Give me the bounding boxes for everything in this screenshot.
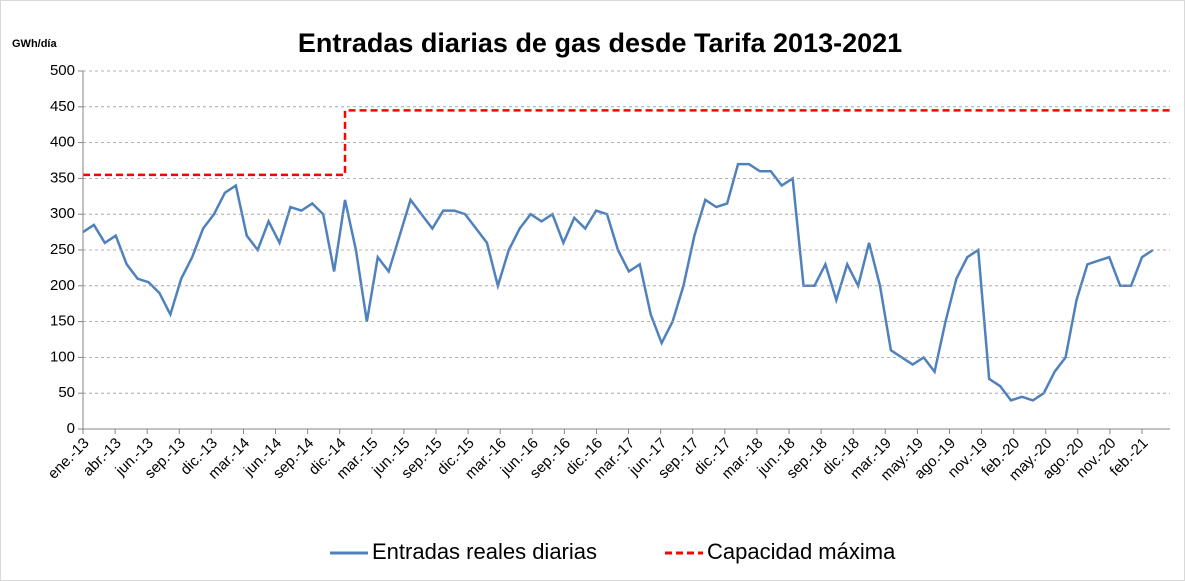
y-tick-label: 400 <box>50 134 75 151</box>
chart-title: Entradas diarias de gas desde Tarifa 201… <box>298 28 902 58</box>
legend-label: Capacidad máxima <box>707 539 896 564</box>
y-tick-label: 450 <box>50 98 75 115</box>
y-tick-label: 50 <box>58 384 75 401</box>
y-tick-label: 500 <box>50 62 75 79</box>
y-tick-label: 250 <box>50 241 75 258</box>
y-tick-label: 350 <box>50 169 75 186</box>
y-tick-label: 0 <box>67 420 75 437</box>
legend-label: Entradas reales diarias <box>372 539 597 564</box>
y-tick-label: 200 <box>50 277 75 294</box>
series-line <box>83 109 1170 177</box>
y-tick-label: 150 <box>50 313 75 330</box>
y-axis-label: GWh/día <box>12 38 57 50</box>
y-tick-label: 300 <box>50 205 75 222</box>
y-tick-label: 100 <box>50 348 75 365</box>
